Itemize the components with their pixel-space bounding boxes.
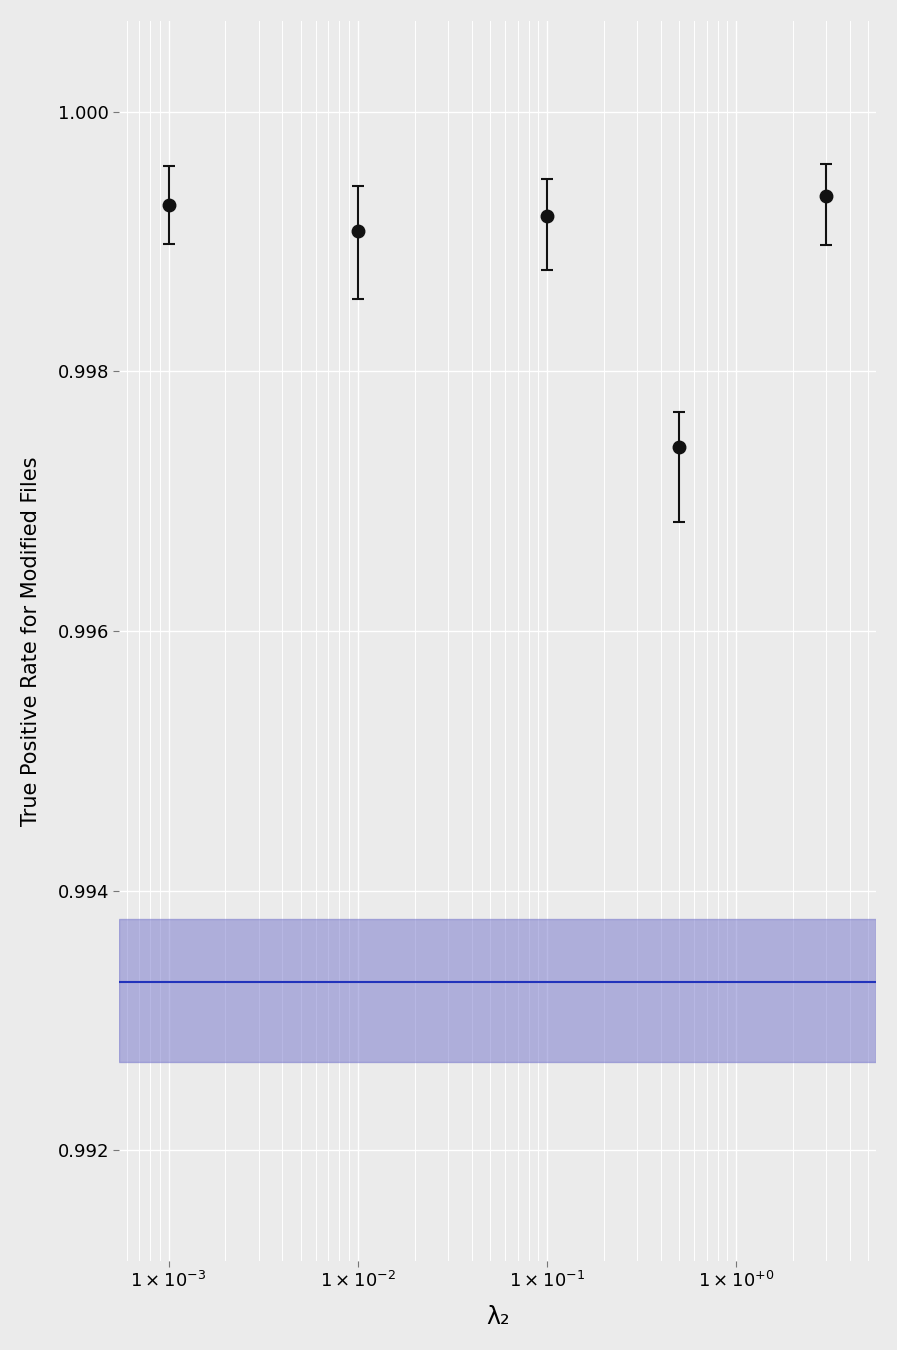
- Y-axis label: True Positive Rate for Modified Files: True Positive Rate for Modified Files: [21, 456, 41, 826]
- Bar: [119, 919, 876, 1062]
- X-axis label: λ₂: λ₂: [486, 1305, 509, 1330]
